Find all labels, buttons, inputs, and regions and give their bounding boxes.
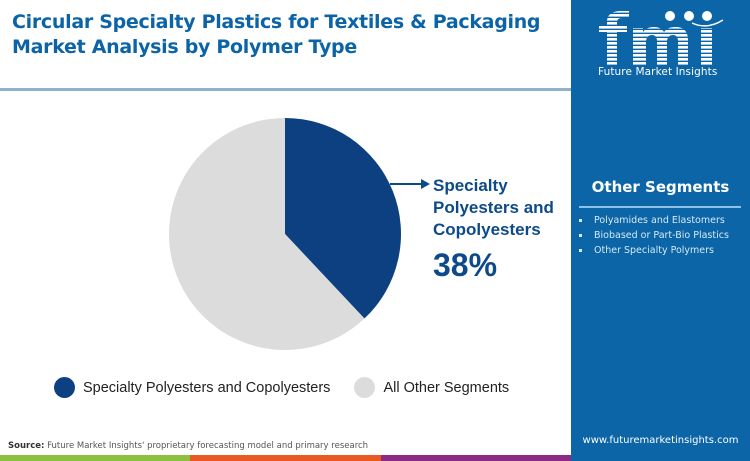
chart-area: Circular Specialty Plastics for Textiles… — [0, 10, 571, 461]
segments-divider — [579, 206, 741, 208]
chart-title: Circular Specialty Plastics for Textiles… — [12, 10, 541, 60]
other-segments-list: Polyamides and Elastomers Biobased or Pa… — [579, 213, 729, 258]
legend-swatch — [54, 377, 75, 398]
legend-swatch — [354, 377, 376, 398]
segment-label: Biobased or Part-Bio Plastics — [594, 230, 729, 241]
bullet-icon — [579, 219, 582, 222]
callout-value: 38% — [433, 247, 498, 283]
segment-label: Other Specialty Polymers — [594, 245, 715, 256]
legend-label: All Other Segments — [383, 379, 510, 396]
logo-subtitle: Future Market Insights — [598, 66, 718, 78]
color-bar-purple — [380, 455, 571, 461]
footer-color-bars — [0, 455, 571, 461]
color-bar-green — [0, 455, 191, 461]
segment-item: Other Specialty Polymers — [579, 243, 729, 258]
segment-label: Polyamides and Elastomers — [594, 215, 725, 226]
pie-slice-all-other — [168, 118, 365, 350]
title-divider — [0, 88, 571, 91]
source-label: Source: — [8, 441, 45, 451]
arrow-right-icon — [390, 179, 430, 189]
fmi-logo-icon — [599, 11, 724, 66]
color-bar-orange — [190, 455, 381, 461]
source-text: Future Market Insights' proprietary fore… — [44, 441, 369, 451]
source-note: Source: Future Market Insights' propriet… — [8, 441, 368, 451]
callout-label: Specialty Polyesters and Copolyesters — [433, 176, 554, 239]
title-line-1: Circular Specialty Plastics for Textiles… — [12, 11, 541, 33]
title-line-2: Market Analysis by Polymer Type — [12, 36, 357, 58]
legend-item-all-other: All Other Segments — [354, 377, 509, 398]
pie-slice-specialty-polyesters — [285, 118, 401, 319]
website-url[interactable]: www.futuremarketinsights.com — [582, 435, 739, 446]
side-panel: Future Market Insights Other Segments Po… — [571, 0, 750, 461]
legend-item-specialty-polyesters: Specialty Polyesters and Copolyesters — [54, 377, 330, 398]
other-segments-title: Other Segments — [591, 178, 730, 196]
segment-item: Polyamides and Elastomers — [579, 213, 729, 228]
pie-chart — [168, 118, 401, 350]
bullet-icon — [579, 234, 582, 237]
bullet-icon — [579, 249, 582, 252]
legend: Specialty Polyesters and Copolyesters Al… — [54, 377, 533, 398]
legend-label: Specialty Polyesters and Copolyesters — [83, 379, 331, 396]
segment-item: Biobased or Part-Bio Plastics — [579, 228, 729, 243]
